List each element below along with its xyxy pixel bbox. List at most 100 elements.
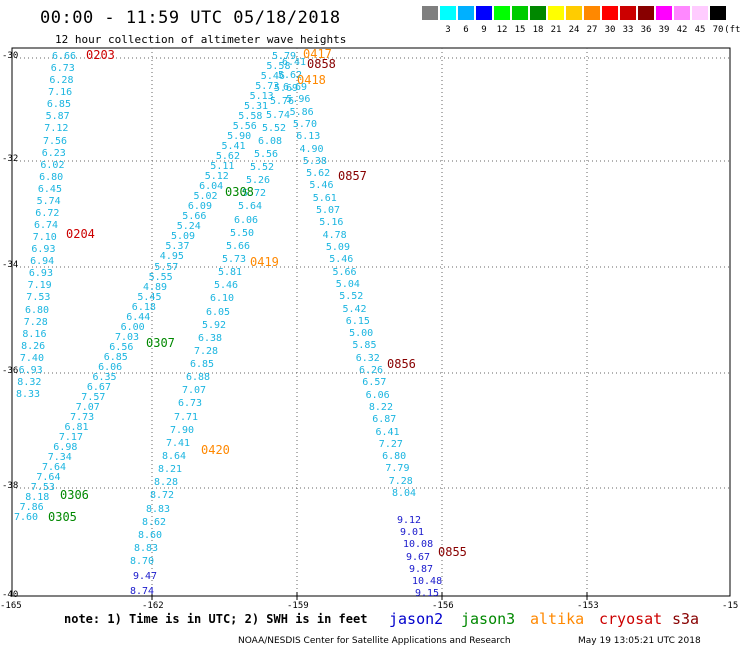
page-title: 00:00 - 11:59 UTC 05/18/2018 [40,8,341,28]
wave-height-value: 5.70 [292,118,317,130]
wave-height-value: 7.71 [174,411,199,423]
wave-height-value: 6.38 [198,332,223,344]
lat-label: -36 [2,366,19,376]
wave-height-value: 6.06 [365,389,390,401]
wave-height-value: 7.19 [27,280,52,292]
wave-height-value: 6.87 [372,414,397,426]
wave-height-value: 6.02 [40,159,65,171]
wave-height-value: 5.24 [176,221,201,233]
legend-swatch [584,6,600,20]
wave-height-value: 5.96 [286,94,311,106]
time-label: 0417 [303,47,332,61]
wave-height-value: 5.62 [278,70,303,82]
wave-height-value: 5.73 [255,81,280,93]
legend-swatch [530,6,546,20]
wave-height-value: 6.93 [18,364,43,376]
wave-height-value: 6.80 [39,171,64,183]
legend-swatch [440,6,456,20]
wave-height-value: 5.46 [329,254,354,266]
time-label: 0858 [307,57,336,71]
legend-label: 36 [640,25,652,35]
wave-height-value: 5.16 [319,217,344,229]
wave-height-value: 5.92 [202,319,227,331]
wave-height-value: 6.32 [355,352,380,364]
wave-height-value: 6.81 [64,421,89,433]
lat-label: -40 [2,590,19,600]
wave-height-value: 5.66 [226,240,251,252]
wave-height-value: 8.22 [368,401,393,413]
wave-height-value: 5.07 [316,205,341,216]
wave-height-value: 4.95 [159,251,184,263]
wave-height-value: 5.74 [266,109,291,121]
wave-height-value: 5.66 [182,211,207,223]
legend-swatch [422,6,438,20]
wave-height-value: 5.46 [260,71,285,82]
wave-height-value: 5.38 [302,155,327,167]
note-text: note: 1) Time is in UTC; 2) SWH is in fe… [64,612,368,626]
time-label: 0203 [86,48,115,62]
wave-height-value: 8.64 [162,450,187,462]
wave-height-value: 6.73 [178,398,203,410]
wave-height-value: 6.26 [359,365,384,376]
wave-height-value: 7.07 [182,385,207,397]
wave-height-value: 8.32 [17,376,42,388]
wave-height-value: 5.45 [137,291,162,303]
wave-height-value: 7.28 [388,475,413,487]
legend-label: 24 [568,25,580,35]
wave-height-value: 7.10 [32,232,57,244]
wave-height-value: 7.60 [14,512,39,523]
legend-swatch [548,6,564,20]
wave-height-value: 7.53 [30,481,55,493]
wave-height-value: 8.60 [138,529,163,541]
wave-height-value: 5.86 [289,106,314,118]
wave-height-value: 5.72 [242,188,267,200]
wave-height-value: 9.87 [409,563,434,575]
wave-height-value: 5.00 [349,328,374,340]
legend-label: 15 [514,25,526,35]
wave-height-value: 5.79 [272,51,297,62]
wave-height-value: 5.85 [352,340,377,352]
wave-height-value: 5.02 [193,191,218,203]
wave-height-value: 6.67 [86,381,111,393]
legend-swatch [494,6,510,20]
lat-label: -38 [2,481,19,491]
legend-label: 3 [445,25,451,35]
wave-height-value: 5.09 [171,231,196,243]
wave-height-value: 6.13 [296,131,321,143]
time-label: 0419 [250,255,279,269]
lon-label: -165 [0,601,22,611]
wave-height-value: 5.62 [215,151,240,163]
wave-height-value: 5.42 [342,303,367,315]
legend-label: 42 [676,25,688,35]
wave-height-value: 8.70 [130,556,155,567]
wave-height-value: 5.37 [165,241,190,253]
wave-height-value: 6.05 [206,306,231,318]
wave-height-value: 7.16 [48,87,73,99]
wave-height-value: 7.40 [19,352,44,364]
wave-height-value: 5.61 [312,192,337,204]
legend-label: 12 [496,25,508,35]
wave-height-value: 6.41 [282,57,307,68]
wave-height-value: 7.28 [23,316,48,328]
lon-label: -153 [577,601,599,611]
wave-height-value: 7.12 [44,123,69,135]
wave-height-value: 6.00 [120,321,145,333]
wave-height-value: 5.52 [250,162,275,174]
time-label: 0418 [297,73,326,87]
lon-label: -15 [722,601,739,611]
wave-height-value: 5.41 [221,141,246,153]
wave-height-value: 6.08 [258,135,283,147]
wave-height-value: 6.66 [52,51,77,62]
wave-height-value: 9.47 [133,571,158,582]
satellite-label-cryosat: cryosat [599,610,663,628]
wave-height-value: 7.56 [43,135,68,147]
wave-height-value: 5.58 [266,61,291,72]
satellite-label-jason2: jason2 [389,610,444,628]
wave-height-value: 9.67 [406,551,431,563]
time-label: 0855 [438,545,467,559]
wave-height-value: 6.69 [283,82,308,93]
lat-label: -32 [2,154,19,164]
wave-height-value: 7.64 [42,461,67,473]
wave-height-value: 9.15 [415,588,440,599]
wave-height-value: 8.04 [392,488,417,499]
